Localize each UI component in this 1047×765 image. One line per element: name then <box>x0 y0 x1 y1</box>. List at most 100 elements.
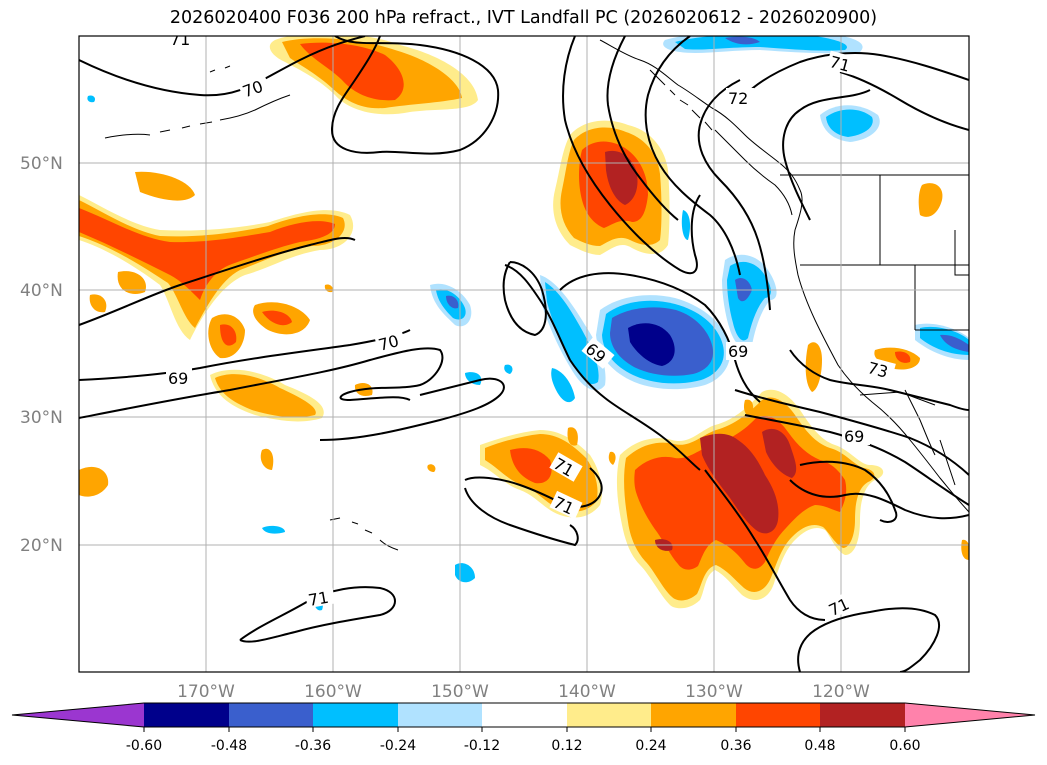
shade-blob <box>510 448 552 484</box>
colorbar-segment <box>651 703 736 727</box>
shade-blob <box>545 282 599 385</box>
contour-label: 69 <box>728 342 748 361</box>
aleutian-islands <box>104 94 291 139</box>
contour-line <box>79 329 411 381</box>
shade-blob <box>300 42 404 101</box>
contour-line <box>789 349 969 411</box>
shade-blob <box>675 36 847 51</box>
contour-line <box>799 460 898 523</box>
colorbar-tick-label: 0.12 <box>551 738 582 754</box>
contour-label: 70 <box>376 331 401 355</box>
refractivity-contours <box>79 36 969 672</box>
contour-line <box>734 389 969 476</box>
baja-coast <box>904 389 956 486</box>
shade-blob <box>465 372 482 385</box>
shade-blob <box>79 466 109 497</box>
colorbar-extend-high <box>905 703 1035 727</box>
lon-label-170w: 170°W <box>177 682 235 702</box>
shade-blob <box>87 95 96 103</box>
colorbar-tick-label: 0.24 <box>635 738 666 754</box>
shade-blob <box>89 294 107 313</box>
gridlines <box>79 36 969 672</box>
map-title: 2026020400 F036 200 hPa refract., IVT La… <box>169 8 878 28</box>
shade-blob <box>135 171 195 201</box>
contour-label: 71 <box>170 30 190 49</box>
contour-line <box>79 36 366 97</box>
contour-line <box>789 479 969 520</box>
colorbar-segment <box>229 703 313 727</box>
contour-line <box>319 377 505 441</box>
colorbar-segment <box>144 703 229 727</box>
contour-line <box>79 236 356 326</box>
colorbar-segment <box>398 703 482 727</box>
contour-line <box>559 272 761 403</box>
colorbar-tick-label: -0.36 <box>295 738 331 754</box>
colorbar-segment <box>482 703 567 727</box>
shade-blob <box>567 427 578 446</box>
contour-line <box>697 79 771 311</box>
negative-shading <box>87 36 969 611</box>
lat-label-20n: 20°N <box>20 536 63 556</box>
contour-line <box>504 264 701 471</box>
shade-blob <box>743 399 754 416</box>
shade-blob <box>79 208 335 300</box>
colorbar-segment <box>567 703 651 727</box>
state-border <box>800 175 969 331</box>
shade-blob <box>628 323 675 366</box>
alaska-coast <box>599 39 969 513</box>
contour-line <box>502 261 547 337</box>
colorbar-tick-label: -0.12 <box>464 738 500 754</box>
colorbar-extend-low <box>12 703 144 727</box>
lon-label-120w: 120°W <box>812 682 870 702</box>
shade-blob <box>681 210 691 240</box>
colorbar-tick-label: 0.60 <box>889 738 920 754</box>
colorbar-tick-label: 0.48 <box>804 738 835 754</box>
latitude-labels: 50°N 40°N 30°N 20°N <box>20 154 63 556</box>
shade-blob <box>725 36 760 45</box>
shade-blob <box>918 183 943 217</box>
coast-bc <box>714 129 793 216</box>
colorbar-ticks <box>143 727 906 732</box>
contour-line <box>606 36 679 221</box>
aleutian-islands <box>209 65 231 73</box>
colorbar-segment <box>820 703 905 727</box>
se-alaska-islands <box>649 69 713 131</box>
colorbar-tick-label: 0.36 <box>720 738 751 754</box>
shade-blob <box>220 324 237 346</box>
shade-blob <box>504 364 513 374</box>
contour-line <box>797 607 940 672</box>
shade-blob <box>551 368 575 403</box>
lat-label-30n: 30°N <box>20 408 63 428</box>
colorbar-segment <box>313 703 398 727</box>
map-frame <box>78 35 970 673</box>
contour-line <box>464 487 579 547</box>
contour-line <box>562 36 701 275</box>
shade-blob <box>762 428 797 478</box>
contour-line <box>839 71 969 131</box>
colorbar-tick-label: -0.24 <box>380 738 416 754</box>
contour-label: 73 <box>866 358 891 382</box>
colorbar-tick-label: -0.48 <box>211 738 247 754</box>
contour-line <box>79 347 444 419</box>
shade-blob <box>262 525 285 534</box>
lat-label-40n: 40°N <box>20 281 63 301</box>
contour-label: 72 <box>728 89 748 108</box>
contour-label: 71 <box>307 588 330 610</box>
contour-label: 69 <box>844 427 864 446</box>
contour-line <box>704 469 826 621</box>
contour-label: 71 <box>828 52 853 76</box>
contour-line <box>239 586 396 643</box>
lon-label-130w: 130°W <box>685 682 743 702</box>
lon-label-160w: 160°W <box>304 682 362 702</box>
colorbar-segment <box>736 703 820 727</box>
shade-blob <box>215 374 316 418</box>
shade-blob <box>700 433 779 534</box>
shade-blob <box>117 271 146 294</box>
colorbar-tick-label: -0.60 <box>126 738 162 754</box>
shade-blob <box>826 109 873 137</box>
contour-line <box>782 89 871 221</box>
lon-label-150w: 150°W <box>431 682 489 702</box>
shade-blob <box>446 295 459 309</box>
positive-shading <box>79 36 969 609</box>
